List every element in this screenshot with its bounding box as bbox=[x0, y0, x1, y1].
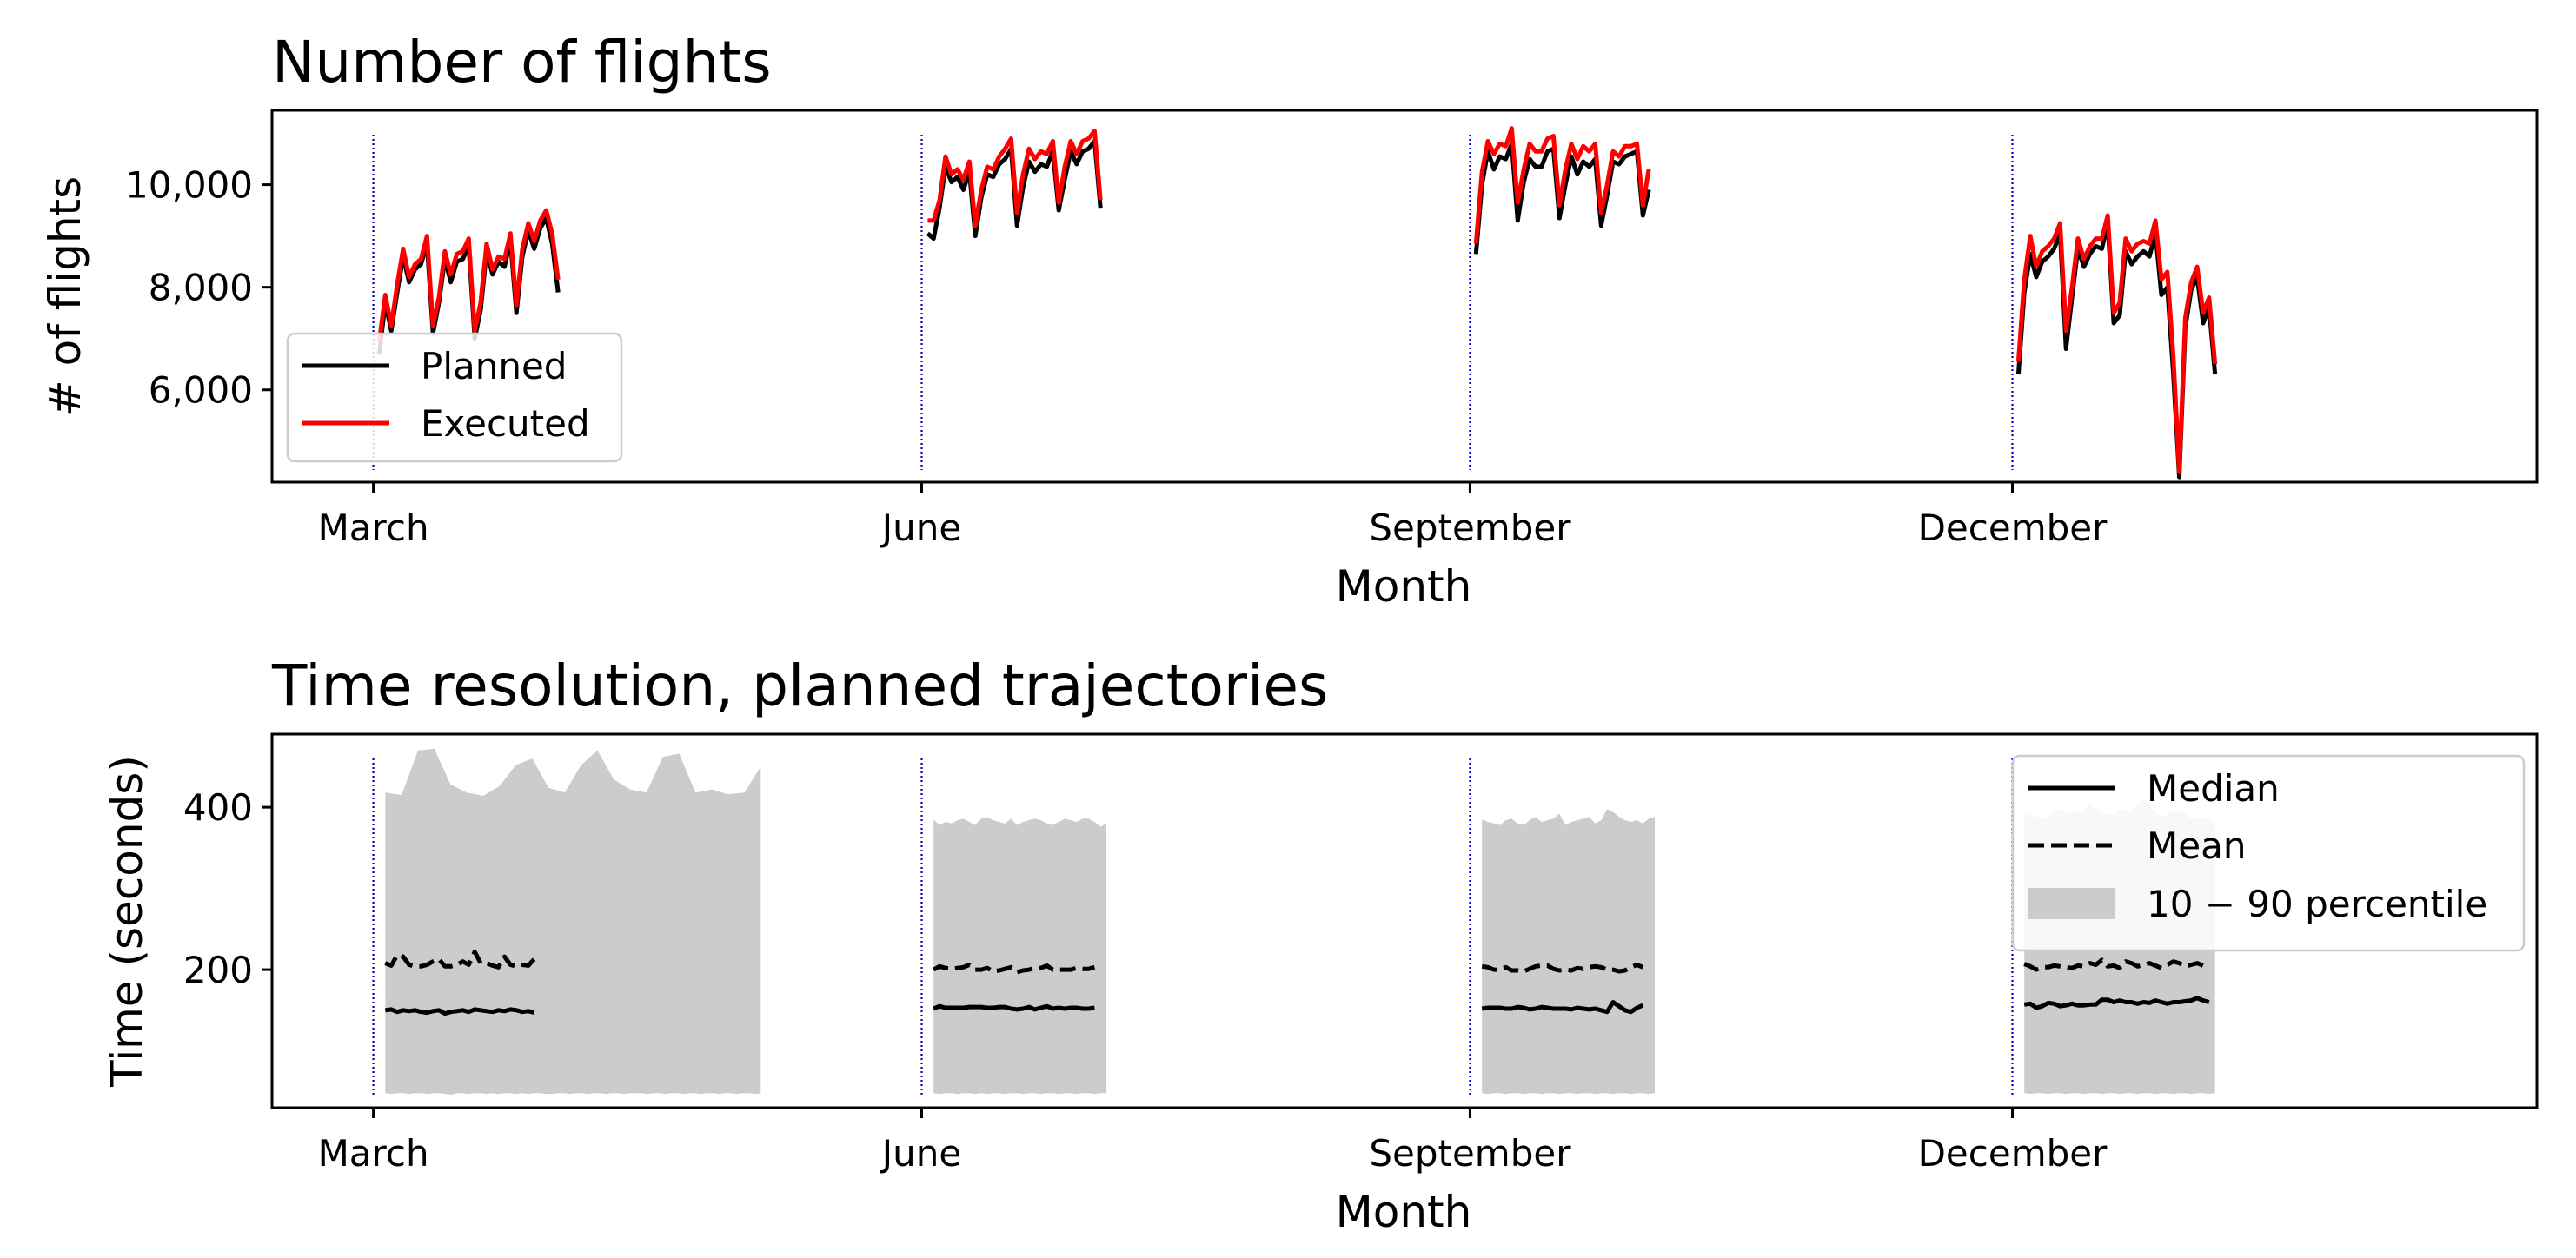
flights-y-tick-label: 8,000 bbox=[149, 267, 253, 309]
mean-line-segment-2 bbox=[932, 963, 1096, 975]
percentile-band-segment-2 bbox=[933, 817, 1107, 1095]
time-resolution-legend: Median Mean 10 − 90 percentile bbox=[2011, 754, 2526, 952]
mean-line-segment-4 bbox=[2023, 957, 2204, 972]
time-resolution-axes-frame bbox=[270, 732, 2539, 1109]
flights-axes-frame bbox=[270, 109, 2539, 484]
flights-chart-title: Number of flights bbox=[272, 29, 772, 96]
flights-y-tick-label: 10,000 bbox=[125, 164, 253, 207]
legend-percentile-label: 10 − 90 percentile bbox=[2147, 883, 2487, 925]
time-resolution-ticks: 200 400 March June September December bbox=[183, 786, 2108, 1175]
time-resolution-panel: Time resolution, planned trajectories 20… bbox=[102, 652, 2539, 1237]
flights-x-axis-label: Month bbox=[1336, 561, 1472, 612]
flights-ticks: 6,000 8,000 10,000 March June September Decemb… bbox=[125, 164, 2108, 549]
median-line-segment-1 bbox=[384, 1007, 535, 1016]
median-line-segment-4 bbox=[2023, 996, 2210, 1010]
median-line-segment-3 bbox=[1481, 1000, 1644, 1015]
flights-y-tick-label: 6,000 bbox=[149, 369, 253, 412]
time-resolution-x-tick-label: December bbox=[1918, 1132, 2108, 1175]
flights-x-tick-label: December bbox=[1918, 507, 2108, 549]
legend-executed-label: Executed bbox=[421, 402, 590, 445]
time-resolution-legend-box bbox=[2011, 754, 2526, 952]
time-resolution-y-axis-label: Time (seconds) bbox=[102, 755, 152, 1088]
flights-x-tick-label: September bbox=[1369, 507, 1571, 549]
percentile-band-segment-1 bbox=[385, 748, 761, 1095]
time-resolution-x-axis-label: Month bbox=[1336, 1187, 1472, 1237]
time-resolution-y-tick-label: 400 bbox=[183, 786, 253, 829]
flights-legend: Planned Executed bbox=[286, 332, 623, 463]
executed-line-segment-3 bbox=[1473, 126, 1651, 244]
executed-line-segment-1 bbox=[376, 208, 561, 342]
flights-y-axis-label: # of flights bbox=[40, 176, 90, 416]
mean-line-segment-3 bbox=[1481, 963, 1644, 974]
flights-x-tick-label: March bbox=[318, 507, 429, 549]
mean-line-segment-1 bbox=[384, 950, 536, 970]
executed-line-segment-4 bbox=[2015, 213, 2218, 474]
legend-median-label: Median bbox=[2147, 767, 2280, 810]
time-resolution-x-tick-label: September bbox=[1369, 1132, 1571, 1175]
executed-line-segment-2 bbox=[927, 129, 1103, 228]
legend-percentile-swatch bbox=[2028, 888, 2115, 919]
median-line-segment-2 bbox=[933, 1003, 1095, 1012]
time-resolution-y-tick-label: 200 bbox=[183, 949, 253, 991]
time-resolution-x-tick-label: June bbox=[880, 1132, 961, 1175]
flights-panel: Number of flights 6,000 8,000 10,000 March J… bbox=[40, 29, 2539, 612]
time-resolution-x-tick-label: March bbox=[318, 1132, 429, 1175]
legend-planned-label: Planned bbox=[421, 345, 567, 387]
legend-mean-label: Mean bbox=[2147, 824, 2246, 867]
percentile-band-segment-3 bbox=[1482, 809, 1655, 1095]
time-resolution-chart-title: Time resolution, planned trajectories bbox=[271, 652, 1328, 719]
flights-x-tick-label: June bbox=[880, 507, 961, 549]
planned-line-segment-3 bbox=[1473, 141, 1651, 255]
